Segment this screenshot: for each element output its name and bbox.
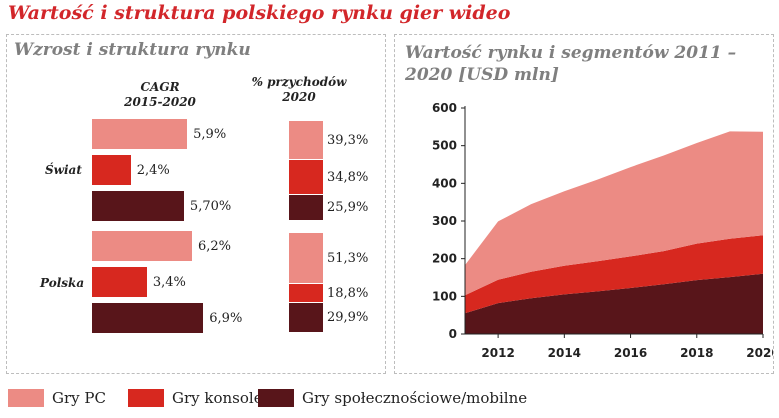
y-tick-label: 300 <box>432 214 457 228</box>
cagr-bar-pc <box>92 119 188 149</box>
cagr-bar-mobile <box>92 191 184 221</box>
share-header: % przychodów 2020 <box>239 75 359 105</box>
cagr-value-label: 6,9% <box>209 311 243 326</box>
y-tick-label: 500 <box>432 139 457 153</box>
area-series-mobile <box>465 273 763 334</box>
legend-swatch-konsole <box>128 389 164 407</box>
y-tick-label: 600 <box>432 101 457 115</box>
area-series-pc <box>465 131 763 296</box>
growth-structure-panel: Wzrost i struktura rynku CAGR 2015-2020 … <box>6 34 386 374</box>
share-segment-konsole <box>289 160 323 195</box>
share-value-label: 18,8% <box>327 285 369 301</box>
region-label-polska: Polska <box>40 276 85 290</box>
share-segment-konsole <box>289 284 323 303</box>
share-value-label: 25,9% <box>327 200 369 216</box>
cagr-bar-konsole <box>92 155 131 185</box>
area-chart: 0 100 200 300 400 500 600 2012 2014 2016 2018 2020 <box>432 101 773 360</box>
share-header-line1: % przychodów <box>251 75 347 89</box>
x-tick-label: 2012 <box>481 346 514 360</box>
y-tick-label: 0 <box>449 327 457 341</box>
share-segment-pc <box>289 233 323 284</box>
cagr-value-label: 2,4% <box>136 163 170 178</box>
right-panel-title: Wartość rynku i segmentów 2011 – 2020 [U… <box>405 43 737 85</box>
share-value-label: 29,9% <box>327 310 369 326</box>
share-segment-mobile <box>289 303 323 332</box>
legend-swatch-pc <box>8 389 44 407</box>
cagr-header-line1: CAGR <box>140 80 180 94</box>
x-tick-label: 2020 <box>746 346 773 360</box>
cagr-header-line2: 2015-2020 <box>124 95 196 109</box>
legend-label-konsole: Gry konsole <box>172 389 263 407</box>
x-tick-label: 2016 <box>614 346 647 360</box>
cagr-value-label: 6,2% <box>198 239 232 254</box>
share-header-line2: 2020 <box>282 90 316 104</box>
cagr-value-label: 5,70% <box>189 199 232 214</box>
region-label-swiat: Świat <box>45 163 82 177</box>
main-title: Wartość i struktura polskiego rynku gier… <box>8 2 511 24</box>
share-segment-mobile <box>289 195 323 220</box>
share-segment-pc <box>289 121 323 160</box>
y-tick-label: 400 <box>432 176 457 190</box>
x-tick-label: 2014 <box>548 346 581 360</box>
legend-swatch-mobile <box>258 389 294 407</box>
area-series-konsole <box>465 235 763 314</box>
cagr-value-label: 3,4% <box>152 275 186 290</box>
legend-label-pc: Gry PC <box>52 389 106 407</box>
y-tick-label: 100 <box>432 289 457 303</box>
share-value-label: 51,3% <box>327 250 369 266</box>
cagr-bar-konsole <box>92 267 147 297</box>
legend-item-konsole: Gry konsole <box>128 386 263 410</box>
x-tick-label: 2018 <box>680 346 713 360</box>
cagr-bar-mobile <box>92 303 204 333</box>
y-tick-label: 200 <box>432 252 457 266</box>
market-value-panel: Wartość rynku i segmentów 2011 – 2020 [U… <box>394 34 774 374</box>
left-panel-title: Wzrost i struktura rynku <box>14 40 251 60</box>
legend-item-mobile: Gry społecznościowe/mobilne <box>258 386 527 410</box>
cagr-header: CAGR 2015-2020 <box>95 80 225 110</box>
cagr-value-label: 5,9% <box>193 127 227 142</box>
share-value-label: 39,3% <box>327 132 369 148</box>
legend-item-pc: Gry PC <box>8 386 106 410</box>
legend-label-mobile: Gry społecznościowe/mobilne <box>302 389 528 407</box>
cagr-bar-pc <box>92 231 192 261</box>
share-value-label: 34,8% <box>327 169 369 185</box>
